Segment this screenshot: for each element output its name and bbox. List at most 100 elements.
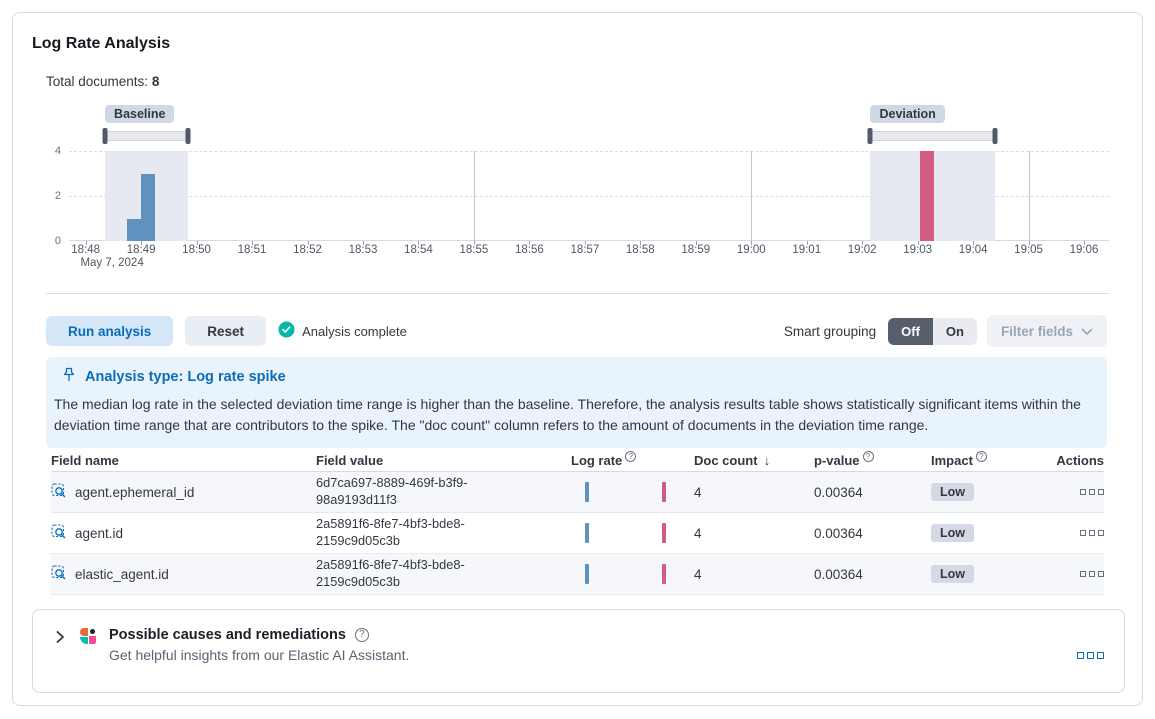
x-tick-mark	[695, 241, 697, 245]
baseline-brush[interactable]	[105, 131, 189, 141]
controls-bar: Run analysis Reset Analysis complete Sma…	[46, 315, 1107, 347]
log-rate-mini-chart	[571, 562, 694, 586]
callout-title: Analysis type: Log rate spike	[85, 368, 286, 385]
deviation-brush-handle-left[interactable]	[867, 128, 873, 144]
ai-panel-title[interactable]: Possible causes and remediations	[109, 627, 346, 643]
help-icon[interactable]: ?	[354, 628, 369, 642]
row-actions-icon[interactable]	[1080, 571, 1104, 577]
total-documents: Total documents: 8	[46, 74, 160, 89]
p-value: 0.00364	[814, 525, 863, 541]
col-doc-count[interactable]: Doc count ↓	[694, 452, 771, 468]
field-name: agent.id	[75, 525, 124, 541]
impact-badge: Low	[931, 483, 974, 501]
baseline-bar	[141, 173, 155, 241]
reset-button[interactable]: Reset	[185, 316, 267, 346]
x-tick-mark	[1084, 241, 1086, 245]
log-rate-analysis-panel: Log Rate Analysis Total documents: 8 Bas…	[12, 12, 1143, 706]
table-header-row: Field name Field value Log rate? Doc cou…	[51, 449, 1104, 472]
deviation-bar	[920, 151, 935, 241]
doc-count-value: 4	[694, 566, 702, 582]
x-gridline	[751, 151, 753, 241]
table-row: agent.id 2a5891f6-8fe7-4bf3-bde8-2159c9d…	[51, 513, 1104, 554]
field-value: 2a5891f6-8fe7-4bf3-bde8-2159c9d05c3b	[316, 516, 465, 548]
baseline-range-pill: Baseline	[105, 105, 175, 123]
x-tick-label: 18:58	[625, 244, 655, 256]
chart-brush-row	[69, 127, 1109, 145]
chevron-down-icon	[1081, 324, 1093, 339]
total-documents-value: 8	[151, 74, 160, 89]
field-name: agent.ephemeral_id	[75, 484, 195, 500]
x-tick-label: 19:06	[1069, 244, 1099, 256]
chart-range-pills: Baseline Deviation	[69, 105, 1109, 125]
analysis-status-label: Analysis complete	[302, 323, 407, 339]
x-tick-mark	[917, 241, 919, 245]
expand-chevron-icon[interactable]	[53, 627, 67, 648]
info-icon[interactable]: ?	[975, 450, 987, 462]
field-name: elastic_agent.id	[75, 566, 169, 582]
sort-desc-icon: ↓	[763, 452, 771, 468]
analysis-results-table: Field name Field value Log rate? Doc cou…	[51, 449, 1104, 595]
run-analysis-button[interactable]: Run analysis	[46, 316, 174, 346]
x-tick-mark	[751, 241, 753, 245]
col-impact[interactable]: Impact?	[931, 450, 1041, 468]
col-field-value[interactable]: Field value	[316, 452, 384, 468]
p-value: 0.00364	[814, 484, 863, 500]
pin-icon	[62, 367, 76, 386]
smart-grouping-toggle: Off On	[888, 317, 977, 345]
x-tick-label: 19:01	[792, 244, 822, 256]
x-tick-label: 18:59	[681, 244, 711, 256]
x-tick-label: 19:02	[847, 244, 877, 256]
smart-grouping-on[interactable]: On	[932, 317, 977, 345]
smart-grouping-off[interactable]: Off	[888, 317, 933, 345]
field-search-icon[interactable]	[51, 482, 67, 502]
x-tick-mark	[806, 241, 808, 245]
col-log-rate[interactable]: Log rate?	[571, 450, 694, 468]
document-count-chart[interactable]	[69, 151, 1109, 245]
x-tick-mark	[473, 241, 475, 245]
row-actions-icon[interactable]	[1080, 489, 1104, 495]
field-search-icon[interactable]	[51, 564, 67, 584]
x-tick-mark	[252, 241, 254, 245]
callout-body: The median log rate in the selected devi…	[54, 396, 1081, 433]
log-rate-mini-chart	[571, 521, 694, 545]
y-gridline	[69, 151, 1109, 152]
x-tick-label: 18:54	[404, 244, 433, 256]
field-search-icon[interactable]	[51, 523, 67, 543]
x-tick-label: 18:57	[570, 244, 600, 256]
x-tick-label: 19:00	[736, 244, 766, 256]
filter-fields-button[interactable]: Filter fields	[986, 315, 1107, 347]
x-tick-label: 18:53	[348, 244, 378, 256]
x-tick-mark	[307, 241, 309, 245]
info-icon[interactable]: ?	[862, 450, 874, 462]
baseline-brush-handle-left[interactable]	[102, 128, 108, 144]
x-tick-mark	[973, 241, 975, 245]
x-axis-line	[69, 240, 1109, 241]
x-tick-label: 18:49	[126, 244, 156, 256]
x-tick-label: 19:04	[958, 244, 988, 256]
col-p-value[interactable]: p-value?	[814, 450, 931, 468]
deviation-brush-handle-right[interactable]	[992, 128, 998, 144]
doc-count-value: 4	[694, 484, 702, 500]
x-tick-mark	[196, 241, 198, 245]
deviation-brush[interactable]	[870, 131, 996, 141]
y-axis-label-0: 0	[54, 235, 61, 247]
x-gridline	[1028, 151, 1030, 241]
y-axis-label-4: 4	[54, 145, 61, 157]
info-icon[interactable]: ?	[625, 450, 637, 462]
x-tick-mark	[862, 241, 864, 245]
row-actions-icon[interactable]	[1080, 530, 1104, 536]
analysis-type-callout: Analysis type: Log rate spike The median…	[46, 357, 1107, 448]
col-field-name[interactable]: Field name	[51, 452, 119, 468]
ai-panel-subtitle: Get helpful insights from our Elastic AI…	[109, 647, 410, 663]
field-value: 2a5891f6-8fe7-4bf3-bde8-2159c9d05c3b	[316, 557, 465, 589]
doc-count-value: 4	[694, 525, 702, 541]
x-tick-mark	[1028, 241, 1030, 245]
check-circle-icon	[278, 321, 295, 341]
x-tick-mark	[418, 241, 420, 245]
x-tick-label: 18:50	[182, 244, 211, 256]
panel-actions-icon[interactable]	[1077, 652, 1104, 659]
baseline-brush-handle-right[interactable]	[185, 128, 191, 144]
p-value: 0.00364	[814, 566, 863, 582]
col-actions: Actions	[1056, 452, 1104, 468]
x-tick-mark	[85, 241, 87, 245]
